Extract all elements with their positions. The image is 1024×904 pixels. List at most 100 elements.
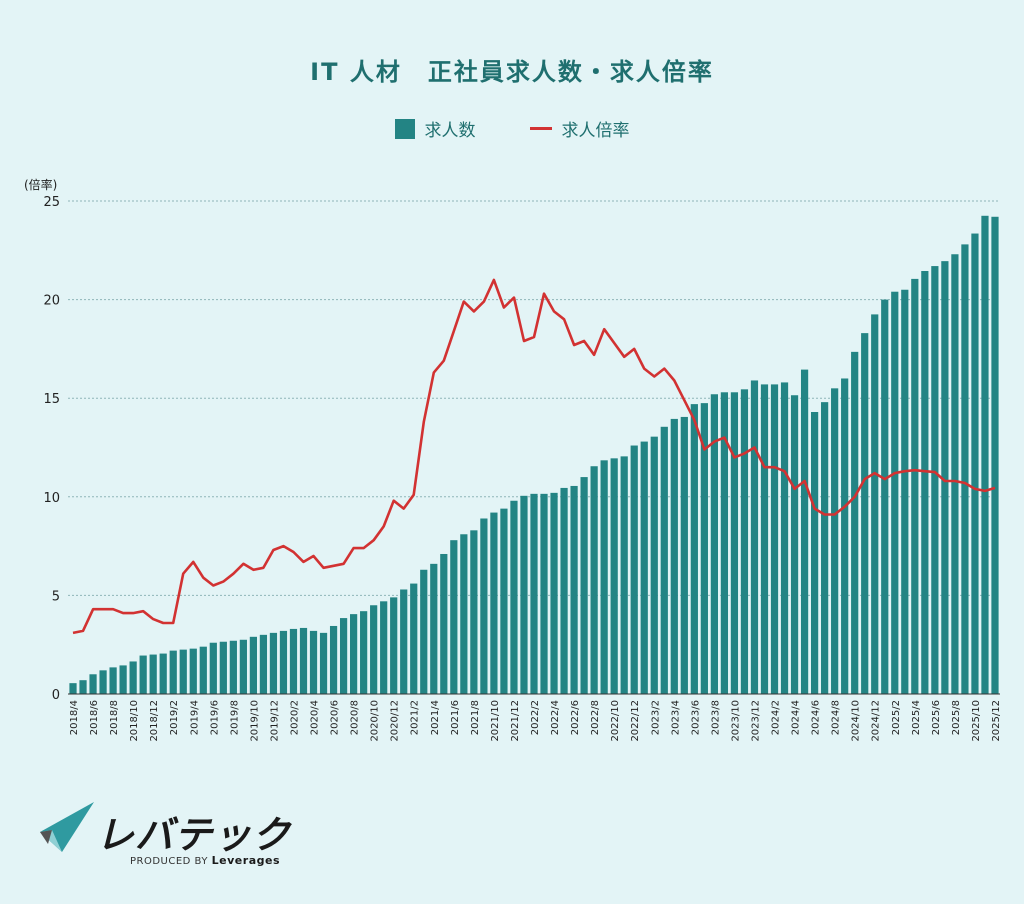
- x-tick-label: 2021/10: [490, 700, 501, 742]
- x-tick-label: 2020/12: [390, 700, 401, 742]
- x-tick-label: 2021/6: [450, 700, 461, 735]
- legend-bar-swatch: [394, 118, 415, 139]
- bar: [460, 534, 468, 694]
- chart-plot: 0 5 10 15 20 25 2018/4 2018/6 2018/8 2018/10 2018/…: [43, 195, 1002, 742]
- bar: [620, 456, 628, 694]
- x-tick-label: 2025/10: [971, 700, 982, 742]
- bar: [339, 618, 348, 694]
- bar: [931, 266, 939, 694]
- bar: [520, 495, 528, 694]
- logo-company: Leverages: [211, 854, 281, 867]
- x-tick-label: 2018/4: [69, 700, 80, 735]
- x-tick-label: 2020/8: [350, 700, 361, 735]
- bar: [750, 380, 759, 694]
- bar: [410, 583, 418, 694]
- legend-line-label: 求人倍率: [561, 121, 630, 141]
- bar: [841, 378, 849, 694]
- bar: [780, 382, 789, 694]
- y-tick-label: 10: [43, 491, 60, 506]
- x-tick-label: 2025/12: [991, 700, 1002, 742]
- x-tick-label: 2022/6: [570, 700, 581, 735]
- legend-bar-label: 求人数: [424, 121, 476, 141]
- bar: [600, 460, 608, 694]
- chart-title: IT 人材 正社員求人数・求人倍率: [310, 58, 714, 86]
- x-tick-label: 2019/4: [189, 700, 200, 735]
- bar: [680, 416, 688, 694]
- bar: [690, 404, 698, 694]
- x-tick-label: 2022/8: [590, 700, 601, 735]
- x-tick-label: 2022/10: [610, 700, 621, 742]
- bar: [279, 630, 288, 694]
- bar: [871, 314, 879, 694]
- bar: [580, 477, 588, 694]
- y-tick-label: 15: [43, 392, 60, 407]
- x-tick-label: 2022/4: [550, 700, 561, 735]
- bar: [490, 512, 498, 694]
- bar: [670, 418, 678, 694]
- x-tick-label: 2019/10: [249, 700, 260, 742]
- bar: [891, 291, 899, 694]
- x-tick-label: 2021/12: [510, 700, 521, 742]
- bar: [119, 665, 127, 694]
- bar: [610, 458, 618, 694]
- bar: [700, 403, 708, 694]
- bar: [79, 680, 87, 694]
- x-tick-label: 2024/4: [791, 700, 802, 735]
- x-tick-label: 2023/12: [750, 700, 761, 742]
- bar: [329, 625, 338, 694]
- bar: [159, 653, 167, 694]
- bar: [169, 650, 177, 694]
- bar: [400, 589, 408, 694]
- bar: [239, 639, 247, 694]
- x-tick-label: 2024/6: [811, 700, 822, 735]
- bar: [139, 655, 147, 694]
- bar: [259, 634, 268, 694]
- x-tick-label: 2021/8: [470, 700, 481, 735]
- bar: [99, 670, 107, 694]
- bar: [390, 597, 398, 694]
- bar: [770, 384, 779, 694]
- x-tick-label: 2020/4: [310, 700, 321, 735]
- y-tick-label: 20: [43, 294, 60, 309]
- logo-produced-by: PRODUCED BY: [130, 856, 208, 867]
- x-tick-label: 2019/8: [229, 700, 240, 735]
- bar: [440, 553, 448, 694]
- x-tick-label: 2022/2: [530, 700, 541, 735]
- x-tick-label: 2018/8: [109, 700, 120, 735]
- bar: [219, 641, 227, 694]
- bar: [89, 674, 97, 694]
- bar: [660, 426, 668, 694]
- logo-subtext: PRODUCED BY Leverages: [130, 854, 280, 867]
- x-tick-label: 2019/12: [269, 700, 280, 742]
- y-axis-unit: (倍率): [24, 178, 58, 192]
- bar: [319, 632, 328, 694]
- y-tick-label: 25: [43, 195, 60, 210]
- legend-item-line: 求人倍率: [529, 116, 630, 141]
- bar: [199, 646, 207, 694]
- legend-item-bar: 求人数: [394, 116, 476, 141]
- bar: [901, 289, 909, 694]
- bar: [299, 627, 308, 694]
- legend-line-swatch: [529, 127, 552, 130]
- x-tick-label: 2020/6: [330, 700, 341, 735]
- bar: [269, 632, 278, 694]
- x-tick-label: 2022/12: [630, 700, 641, 742]
- bar: [991, 216, 999, 694]
- bar: [921, 271, 929, 694]
- bar: [309, 630, 318, 694]
- bar: [911, 278, 919, 694]
- logo-wordmark: レバテック: [96, 813, 292, 857]
- x-tick-label: 2020/10: [370, 700, 381, 742]
- x-tick-label: 2025/2: [891, 700, 902, 735]
- bar: [851, 351, 859, 694]
- bar: [510, 500, 518, 694]
- x-tick-label: 2018/6: [89, 700, 100, 735]
- x-tick-label: 2023/10: [730, 700, 741, 742]
- x-tick-label: 2018/12: [149, 700, 160, 742]
- bar: [560, 487, 568, 694]
- x-tick-label: 2023/6: [690, 700, 701, 735]
- x-tick-label: 2021/2: [410, 700, 421, 735]
- bar: [209, 642, 217, 694]
- series-line: [72, 278, 996, 635]
